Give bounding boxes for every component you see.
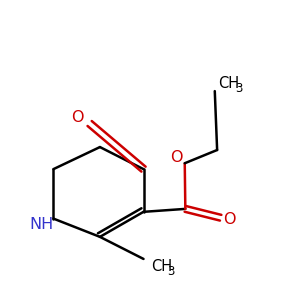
Text: O: O bbox=[170, 150, 182, 165]
Text: 3: 3 bbox=[168, 265, 175, 278]
Text: CH: CH bbox=[151, 259, 172, 274]
Text: O: O bbox=[223, 212, 235, 227]
Text: 3: 3 bbox=[235, 82, 242, 95]
Text: NH: NH bbox=[29, 217, 54, 232]
Text: CH: CH bbox=[218, 76, 239, 91]
Text: O: O bbox=[72, 110, 84, 125]
